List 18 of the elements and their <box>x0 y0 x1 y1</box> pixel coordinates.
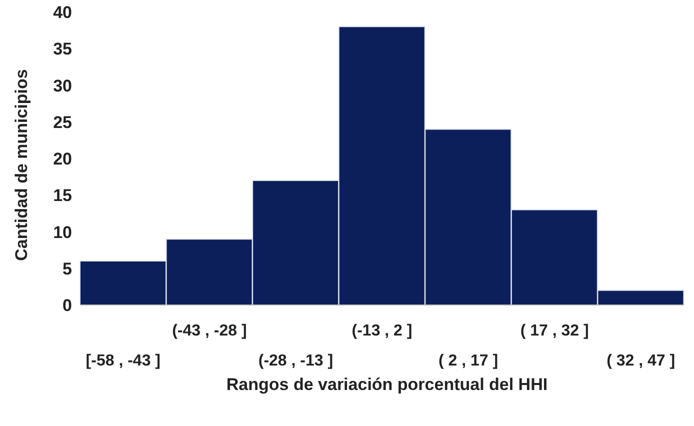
y-tick-label: 25 <box>53 112 72 132</box>
y-tick-label: 15 <box>53 186 72 206</box>
y-tick-label: 30 <box>53 76 72 96</box>
y-tick-label: 35 <box>53 40 72 59</box>
x-tick-label: ( 17 , 32 ] <box>520 322 589 340</box>
y-tick-label: 40 <box>53 3 72 22</box>
y-tick-label: 20 <box>53 150 72 169</box>
y-tick-label: 10 <box>53 222 72 242</box>
y-tick-label: 0 <box>62 296 72 316</box>
x-tick-label: ( 2 , 17 ] <box>438 352 498 370</box>
y-tick-label: 5 <box>62 259 72 278</box>
x-tick-label: (-28 , -13 ] <box>258 352 334 370</box>
x-tick-label: (-43 , -28 ] <box>172 322 247 340</box>
x-axis-title: Rangos de variación porcentual del HHI <box>225 375 549 395</box>
x-tick-label: [-58 , -43 ] <box>86 352 160 370</box>
x-tick-label: (-13 , 2 ] <box>352 322 412 340</box>
x-tick-label: ( 32 , 47 ] <box>606 352 676 370</box>
y-axis-title: Cantidad de municipios <box>12 69 32 261</box>
